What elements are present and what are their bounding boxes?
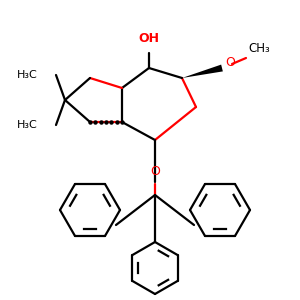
Text: H₃C: H₃C [17,120,38,130]
Polygon shape [182,64,223,78]
Text: H₃C: H₃C [17,70,38,80]
Text: CH₃: CH₃ [248,42,270,55]
Text: O: O [225,56,235,70]
Text: OH: OH [139,32,160,45]
Text: O: O [150,165,160,178]
